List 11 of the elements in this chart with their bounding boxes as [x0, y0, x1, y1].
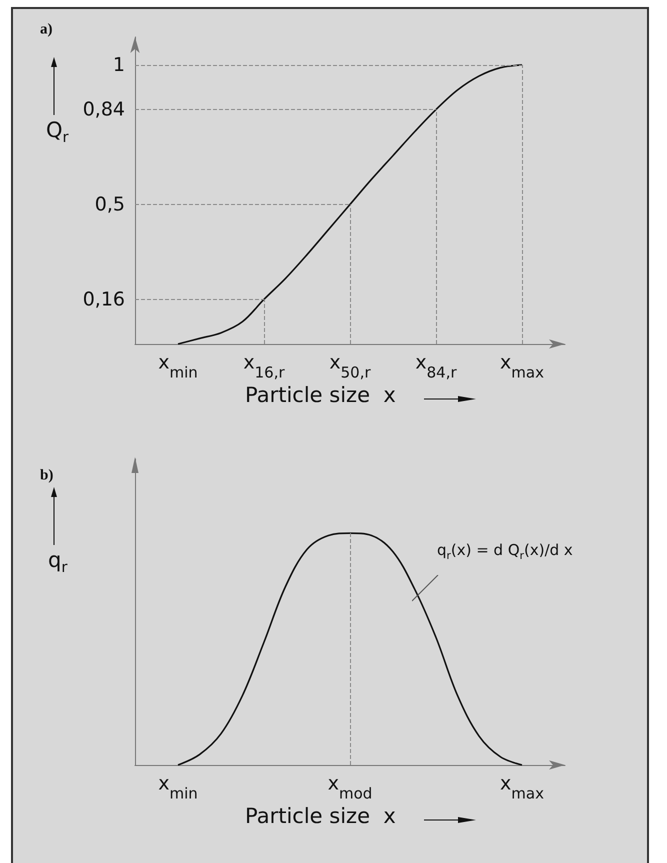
y-tick-label: 0,5 [94, 193, 125, 216]
y-tick-label: 0,16 [82, 288, 125, 310]
chart-title: b) [40, 468, 54, 484]
y-tick-label: 1 [112, 54, 125, 76]
chart-title: a) [40, 22, 52, 38]
x-axis-title: Particle size x [245, 804, 396, 828]
y-tick-label: 0,84 [82, 98, 125, 121]
y-axis-title: Q$_{r}$ [46, 118, 69, 146]
x-axis-title: Particle size x [245, 383, 396, 407]
y-axis-title: q$_{r}$ [48, 548, 68, 576]
annotation: q$_{r}$(x) = d Q$_{r}$(x)/d x [437, 541, 573, 562]
